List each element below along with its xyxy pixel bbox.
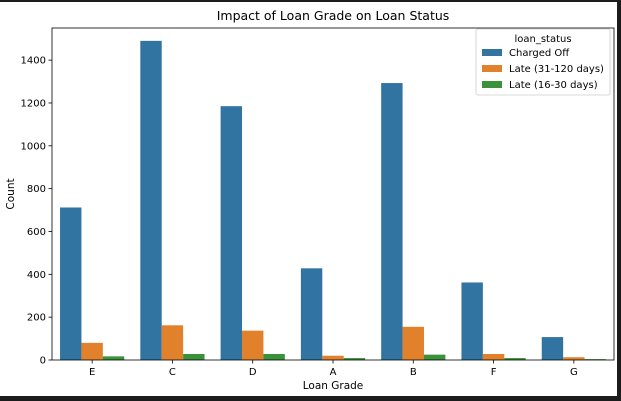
x-tick-label: A xyxy=(330,367,337,378)
bar-c-series-1 xyxy=(140,40,162,360)
y-tick-label: 400 xyxy=(27,270,46,281)
bar-f-series-3 xyxy=(504,358,526,360)
legend: loan_status Charged Off Late (31-120 days… xyxy=(475,28,611,96)
y-tick-label: 1200 xyxy=(21,98,46,109)
legend-frame xyxy=(475,28,611,96)
bar-f-series-2 xyxy=(482,354,505,360)
chart-title: Impact of Loan Grade on Loan Status xyxy=(217,8,450,23)
x-axis-label: Loan Grade xyxy=(303,380,364,392)
x-tick-label: C xyxy=(169,367,176,378)
x-tick-label: F xyxy=(491,367,497,378)
bar-f-series-1 xyxy=(461,282,483,360)
y-tick-label: 800 xyxy=(27,184,46,195)
legend-title: loan_status xyxy=(514,34,571,45)
legend-swatch xyxy=(482,65,502,72)
bar-b-series-1 xyxy=(381,83,403,361)
x-tick-label: E xyxy=(89,367,95,378)
y-tick-label: 600 xyxy=(27,227,46,238)
bar-d-series-2 xyxy=(242,330,264,360)
bar-g-series-3 xyxy=(584,359,606,360)
legend-label: Late (31-120 days) xyxy=(509,64,604,75)
bar-d-series-3 xyxy=(263,354,285,360)
bar-b-series-2 xyxy=(402,326,424,360)
bar-a-series-1 xyxy=(300,268,323,360)
bar-c-series-2 xyxy=(161,325,184,360)
y-tick-label: 0 xyxy=(40,356,46,367)
legend-entries: Charged Off Late (31-120 days) Late (16-30… xyxy=(482,48,604,91)
bar-a-series-2 xyxy=(322,355,344,360)
x-tick-label: D xyxy=(249,367,257,378)
bar-c-series-3 xyxy=(183,354,205,360)
y-axis-label: Count xyxy=(5,178,17,209)
y-tick-label: 1000 xyxy=(21,141,46,152)
y-axis-ticks: 0 200 400 600 800 1000 1200 1400 xyxy=(21,56,52,367)
x-tick-label: B xyxy=(410,367,417,378)
y-tick-label: 200 xyxy=(27,313,46,324)
legend-label: Charged Off xyxy=(509,48,570,59)
legend-swatch xyxy=(482,49,502,56)
y-tick-label: 1400 xyxy=(21,56,46,67)
bar-g-series-2 xyxy=(563,357,585,360)
bar-g-series-1 xyxy=(541,337,564,360)
bar-e-series-1 xyxy=(60,207,82,360)
bar-d-series-1 xyxy=(220,106,243,361)
bar-e-series-2 xyxy=(81,342,103,360)
bars-group xyxy=(60,40,606,361)
bar-e-series-3 xyxy=(102,356,125,360)
legend-swatch xyxy=(482,81,502,88)
bar-a-series-3 xyxy=(343,358,366,360)
plot-area-frame xyxy=(51,27,615,361)
bar-b-series-3 xyxy=(423,354,446,360)
x-tick-label: G xyxy=(570,367,578,378)
legend-label: Late (16-30 days) xyxy=(509,80,598,91)
